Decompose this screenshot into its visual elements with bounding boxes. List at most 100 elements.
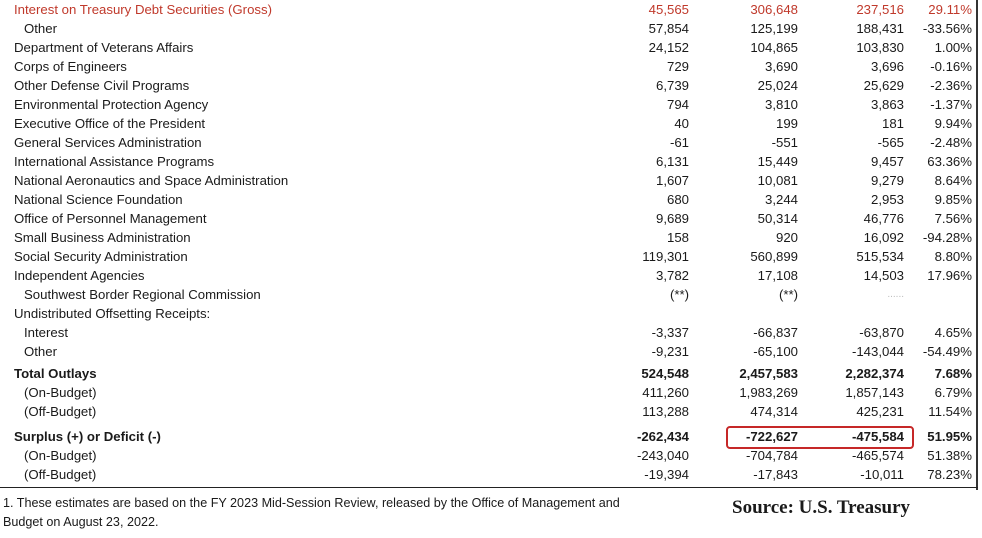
value-col-4: 63.36% bbox=[927, 154, 972, 169]
value-col-4: 1.00% bbox=[934, 40, 972, 55]
value-col-2: 17,108 bbox=[757, 268, 798, 283]
value-col-2: -66,837 bbox=[753, 325, 798, 340]
table-row: Southwest Border Regional Commission (**)… bbox=[0, 285, 982, 304]
row-label: (Off-Budget) bbox=[24, 467, 97, 482]
row-label: Interest bbox=[24, 325, 68, 340]
value-col-2: -65,100 bbox=[753, 344, 798, 359]
table-row: Interest on Treasury Debt Securities (Gr… bbox=[0, 0, 982, 19]
value-col-3: 9,279 bbox=[870, 173, 904, 188]
value-col-1: 680 bbox=[666, 192, 689, 207]
row-label: Southwest Border Regional Commission bbox=[24, 287, 261, 302]
table-row: Other 57,854 125,199 188,431 -33.56% bbox=[0, 19, 982, 38]
value-col-2: 25,024 bbox=[757, 78, 798, 93]
table-row: Undistributed Offsetting Receipts: bbox=[0, 304, 982, 323]
value-col-4: -54.49% bbox=[922, 344, 972, 359]
row-label: International Assistance Programs bbox=[14, 154, 215, 169]
value-col-4: -2.48% bbox=[930, 135, 972, 150]
budget-table: Interest on Treasury Debt Securities (Gr… bbox=[0, 0, 982, 484]
value-col-4: 8.80% bbox=[934, 249, 972, 264]
value-col-4: 9.94% bbox=[934, 116, 972, 131]
value-col-1: (**) bbox=[669, 287, 689, 302]
value-col-2: 3,690 bbox=[764, 59, 798, 74]
row-label: National Science Foundation bbox=[14, 192, 183, 207]
row-label: Small Business Administration bbox=[14, 230, 191, 245]
value-col-4: -0.16% bbox=[930, 59, 972, 74]
row-label: Executive Office of the President bbox=[14, 116, 206, 131]
value-col-2: 474,314 bbox=[750, 404, 798, 419]
row-label: Interest on Treasury Debt Securities (Gr… bbox=[14, 2, 272, 17]
row-label: Surplus (+) or Deficit (-) bbox=[14, 429, 161, 444]
value-col-1: -19,394 bbox=[644, 467, 689, 482]
row-label: Other Defense Civil Programs bbox=[14, 78, 190, 93]
value-col-2: 560,899 bbox=[750, 249, 798, 264]
value-col-3: -63,870 bbox=[859, 325, 904, 340]
value-col-3: -475,584 bbox=[851, 429, 904, 444]
value-col-4: 11.54% bbox=[928, 404, 972, 419]
value-col-2: 306,648 bbox=[750, 2, 798, 17]
value-col-3: -143,044 bbox=[851, 344, 904, 359]
value-col-1: 3,782 bbox=[655, 268, 689, 283]
value-col-1: -61 bbox=[669, 135, 689, 150]
value-col-2: 1,983,269 bbox=[739, 385, 798, 400]
value-col-2: 199 bbox=[775, 116, 798, 131]
table-row: (Off-Budget) 113,288 474,314 425,231 11.54% bbox=[0, 402, 982, 421]
value-col-1: 24,152 bbox=[648, 40, 689, 55]
row-label: (On-Budget) bbox=[24, 385, 97, 400]
table-row: International Assistance Programs 6,131 15… bbox=[0, 152, 982, 171]
value-col-3: 237,516 bbox=[856, 2, 904, 17]
value-col-4: 17.96% bbox=[927, 268, 972, 283]
value-col-4: 6.79% bbox=[934, 385, 972, 400]
table-row: Independent Agencies 3,782 17,108 14,503 17.… bbox=[0, 266, 982, 285]
value-col-1: 794 bbox=[666, 97, 689, 112]
value-col-2: 3,244 bbox=[764, 192, 798, 207]
row-label: Environmental Protection Agency bbox=[14, 97, 209, 112]
value-col-1: -3,337 bbox=[651, 325, 689, 340]
value-col-1: 6,131 bbox=[655, 154, 689, 169]
table-row: Interest -3,337 -66,837 -63,870 4.65% bbox=[0, 323, 982, 342]
table-row: (On-Budget) 411,260 1,983,269 1,857,143 6.79… bbox=[0, 383, 982, 402]
value-col-4: 78.23% bbox=[927, 467, 972, 482]
value-col-3: 425,231 bbox=[856, 404, 904, 419]
value-col-1: 6,739 bbox=[655, 78, 689, 93]
value-col-4: 51.95% bbox=[927, 429, 972, 444]
table-row: (Off-Budget) -19,394 -17,843 -10,011 78.23% bbox=[0, 465, 982, 484]
value-col-3: -10,011 bbox=[860, 467, 904, 482]
value-col-2: 15,449 bbox=[757, 154, 798, 169]
value-col-3: 103,830 bbox=[856, 40, 904, 55]
row-label: Corps of Engineers bbox=[14, 59, 127, 74]
value-col-2: -551 bbox=[771, 135, 798, 150]
deficit-highlight-oval bbox=[726, 426, 914, 449]
row-label: Department of Veterans Affairs bbox=[14, 40, 194, 55]
value-col-3: 2,282,374 bbox=[845, 366, 904, 381]
row-label: General Services Administration bbox=[14, 135, 202, 150]
value-col-3: 188,431 bbox=[856, 21, 904, 36]
table-row: (On-Budget) -243,040 -704,784 -465,574 51.38… bbox=[0, 446, 982, 465]
value-col-4: 51.38% bbox=[927, 448, 972, 463]
row-label: Undistributed Offsetting Receipts: bbox=[14, 306, 211, 321]
row-label: National Aeronautics and Space Administr… bbox=[14, 173, 289, 188]
table-row: Department of Veterans Affairs 24,152 104,… bbox=[0, 38, 982, 57]
value-col-1: 57,854 bbox=[648, 21, 689, 36]
row-label: Other bbox=[24, 344, 57, 359]
table-bottom-border bbox=[0, 487, 978, 488]
value-col-3: 1,857,143 bbox=[845, 385, 904, 400]
value-col-3: 3,863 bbox=[870, 97, 904, 112]
value-col-4: 9.85% bbox=[934, 192, 972, 207]
value-col-2: 50,314 bbox=[757, 211, 798, 226]
table-row: Surplus (+) or Deficit (-) -262,434 -722,6… bbox=[0, 427, 982, 446]
value-col-1: 1,607 bbox=[655, 173, 689, 188]
value-col-3: 515,534 bbox=[856, 249, 904, 264]
value-col-4: -1.37% bbox=[930, 97, 972, 112]
value-col-3: 3,696 bbox=[870, 59, 904, 74]
value-col-3: 2,953 bbox=[870, 192, 904, 207]
value-col-1: 158 bbox=[666, 230, 689, 245]
table-row: National Science Foundation 680 3,244 2,953… bbox=[0, 190, 982, 209]
value-col-3: 25,629 bbox=[863, 78, 904, 93]
value-col-3: 9,457 bbox=[870, 154, 904, 169]
value-col-3: -465,574 bbox=[851, 448, 904, 463]
value-col-1: -9,231 bbox=[651, 344, 689, 359]
value-col-1: -262,434 bbox=[636, 429, 689, 444]
row-label: Independent Agencies bbox=[14, 268, 145, 283]
row-label: (On-Budget) bbox=[24, 448, 97, 463]
value-col-2: 10,081 bbox=[757, 173, 798, 188]
